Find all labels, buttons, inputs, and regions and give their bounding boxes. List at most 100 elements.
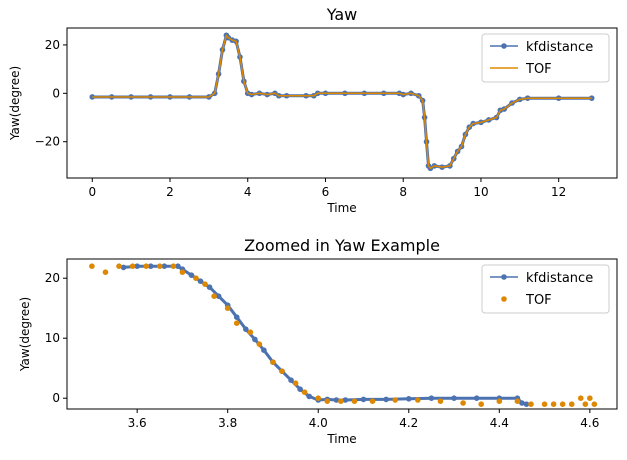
y-tick-label: 10 <box>45 331 60 345</box>
data-point-kfdistance <box>473 395 480 402</box>
data-point-tof <box>324 398 331 405</box>
data-point-kfdistance <box>451 395 457 402</box>
legend-swatch-marker <box>501 296 507 302</box>
zoomed-yaw-chart: Zoomed in Yaw Example 3.6 3.8 4.0 4.2 4.4 4.6 0… <box>18 236 618 446</box>
data-point-kfdistance <box>428 395 435 402</box>
y-tick-label: 0 <box>52 391 60 405</box>
x-tick-label: 4.2 <box>399 416 418 430</box>
data-point-tof <box>233 320 240 327</box>
data-point-tof <box>587 395 593 402</box>
series-tof <box>89 263 598 408</box>
data-point-kfdistance <box>134 263 140 270</box>
x-tick-label: 0 <box>88 185 96 199</box>
yaw-chart: Yaw 0 2 4 6 8 10 12 −20 0 20 Time Yaw(degree) kfdista… <box>8 5 618 215</box>
data-point-kfdistance <box>288 377 294 384</box>
data-point-tof <box>292 380 299 387</box>
x-tick-label: 4.0 <box>309 416 328 430</box>
data-point-kfdistance <box>342 397 349 403</box>
data-point-tof <box>550 401 557 408</box>
data-point-tof <box>338 398 344 405</box>
series-line-tof <box>92 34 592 170</box>
chart-title: Yaw <box>326 5 357 24</box>
data-point-tof <box>392 397 398 403</box>
data-point-kfdistance <box>405 396 412 402</box>
data-point-tof <box>437 398 444 405</box>
y-tick-label: 20 <box>45 38 60 52</box>
data-point-tof <box>460 400 466 406</box>
data-point-kfdistance <box>523 401 530 408</box>
data-point-tof <box>478 401 484 408</box>
x-tick-label: 4.6 <box>580 416 599 430</box>
y-tick-label: 20 <box>45 271 60 285</box>
data-point-tof <box>582 401 589 408</box>
data-point-kfdistance <box>243 326 249 333</box>
data-point-tof <box>541 401 548 408</box>
data-point-tof <box>156 263 163 270</box>
data-point-tof <box>568 401 575 408</box>
data-point-kfdistance <box>215 293 222 300</box>
data-point-tof <box>256 341 263 348</box>
x-tick-label: 3.8 <box>218 416 237 430</box>
data-point-kfdistance <box>233 314 240 321</box>
x-tick-label: 8 <box>399 185 407 199</box>
y-axis-label: Yaw(degree) <box>8 66 22 141</box>
data-point-tof <box>89 263 95 270</box>
data-point-tof <box>591 401 598 408</box>
data-point-tof <box>102 269 109 276</box>
axes-frame <box>66 27 618 179</box>
legend-swatch-marker <box>501 274 507 280</box>
x-tick-label: 4 <box>244 185 252 199</box>
data-point-kfdistance <box>383 396 389 403</box>
legend: kfdistance TOF <box>481 264 610 314</box>
y-tick-label: 0 <box>52 86 60 100</box>
data-point-tof <box>202 281 208 288</box>
y-tick-label: −20 <box>35 135 60 149</box>
data-point-tof <box>193 275 199 282</box>
data-point-tof <box>170 263 177 270</box>
legend-label: kfdistance <box>526 40 593 55</box>
x-tick-label: 6 <box>322 185 330 199</box>
x-tick-label: 4.4 <box>490 416 509 430</box>
data-point-tof <box>143 263 150 270</box>
data-point-kfdistance <box>297 386 303 393</box>
x-tick-label: 3.6 <box>128 416 147 430</box>
data-point-kfdistance <box>120 264 127 271</box>
plot-area <box>89 263 598 408</box>
data-point-kfdistance <box>188 272 195 279</box>
legend-label: TOF <box>525 293 552 308</box>
data-point-tof <box>315 395 322 402</box>
data-point-tof <box>577 395 584 402</box>
data-point-kfdistance <box>261 347 267 354</box>
data-point-kfdistance <box>197 278 204 285</box>
legend-label: kfdistance <box>526 271 593 286</box>
data-point-kfdistance <box>306 393 312 400</box>
x-axis-label: Time <box>326 432 356 446</box>
legend-swatch-marker <box>501 43 507 49</box>
legend: kfdistance TOF <box>481 33 610 83</box>
x-tick-label: 2 <box>166 185 174 199</box>
data-point-kfdistance <box>333 397 340 403</box>
data-point-kfdistance <box>252 336 258 343</box>
x-tick-label: 10 <box>473 185 488 199</box>
plot-area <box>89 32 595 172</box>
data-point-tof <box>129 263 136 270</box>
data-point-tof <box>301 389 308 396</box>
x-axis-label: Time <box>326 201 356 215</box>
data-point-tof <box>211 293 217 300</box>
data-point-kfdistance <box>89 94 96 100</box>
data-point-tof <box>528 401 534 408</box>
series-tof <box>92 34 592 170</box>
data-point-tof <box>559 401 566 408</box>
legend-label: TOF <box>525 62 552 77</box>
x-tick-label: 12 <box>551 185 566 199</box>
data-point-kfdistance <box>147 263 154 270</box>
data-point-tof <box>116 263 122 270</box>
data-point-tof <box>270 359 276 366</box>
data-point-tof <box>279 368 285 375</box>
data-point-tof <box>351 398 358 405</box>
data-point-tof <box>179 269 186 276</box>
data-point-tof <box>514 398 521 405</box>
data-point-kfdistance <box>588 95 595 101</box>
data-point-kfdistance <box>161 263 168 270</box>
